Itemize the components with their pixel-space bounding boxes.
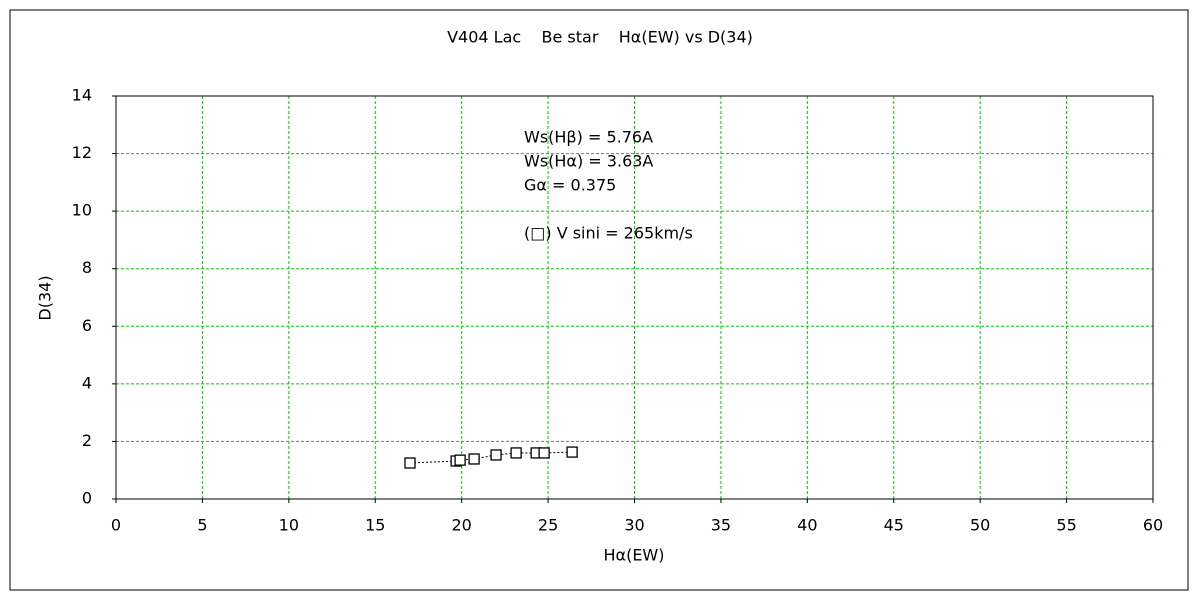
x-tick-label: 45 (884, 516, 904, 535)
y-tick-label: 10 (72, 201, 92, 220)
x-tick-label: 15 (365, 516, 385, 535)
plot-area (115, 95, 1154, 500)
annotation: (□) V sini = 265km/s (524, 224, 693, 243)
point (404, 457, 416, 469)
x-tick-label: 35 (711, 516, 731, 535)
x-tick-label: 5 (197, 516, 207, 535)
x-axis-label: Hα(EW) (604, 546, 665, 565)
y-tick-label: 2 (82, 431, 92, 450)
x-tick-label: 10 (279, 516, 299, 535)
y-tick-label: 14 (72, 86, 92, 105)
y-tick-label: 6 (82, 316, 92, 335)
annotation: Ws(Hβ) = 5.76A (524, 128, 653, 147)
y-tick-label: 12 (72, 143, 92, 162)
x-tick-label: 25 (538, 516, 558, 535)
x-tick-label: 50 (970, 516, 990, 535)
x-tick-label: 40 (797, 516, 817, 535)
point (566, 446, 578, 458)
point (538, 447, 550, 459)
x-tick-label: 55 (1056, 516, 1076, 535)
annotation: Gα = 0.375 (524, 176, 616, 195)
y-tick-label: 4 (82, 373, 92, 392)
x-tick-label: 30 (624, 516, 644, 535)
x-tick-label: 0 (111, 516, 121, 535)
point (468, 453, 480, 465)
chart-title: V404 Lac Be star Hα(EW) vs D(34) (447, 28, 753, 47)
point (454, 454, 466, 466)
point (490, 449, 502, 461)
point (510, 447, 522, 459)
x-tick-label: 60 (1143, 516, 1163, 535)
y-tick-label: 8 (82, 258, 92, 277)
annotation: Ws(Hα) = 3.63A (524, 152, 653, 171)
chart-frame (9, 9, 1189, 591)
y-axis-label: D(34) (36, 275, 55, 320)
x-tick-label: 20 (451, 516, 471, 535)
y-tick-label: 0 (82, 489, 92, 508)
